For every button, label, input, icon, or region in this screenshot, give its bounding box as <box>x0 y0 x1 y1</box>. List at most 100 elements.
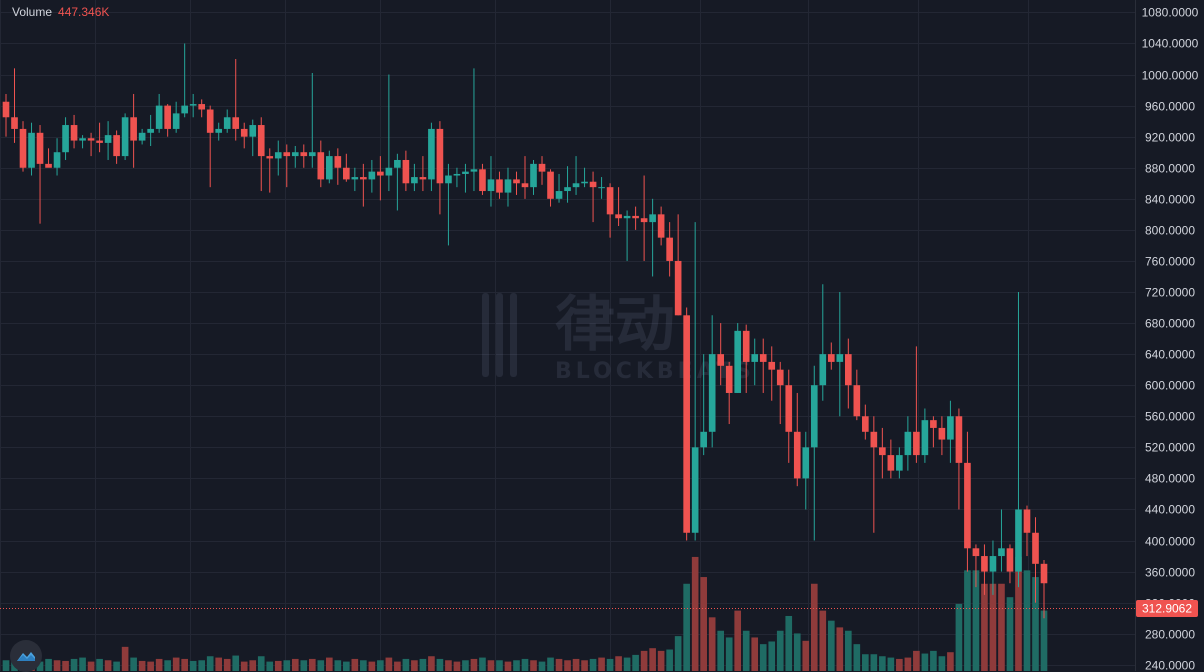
price-tick-label: 480.0000 <box>1145 472 1195 486</box>
blockbeats-watermark: 律动 BLOCKBEATS <box>482 290 751 384</box>
candle-body <box>632 215 639 219</box>
volume-bar <box>785 615 793 671</box>
candle-body <box>955 416 963 463</box>
candle-body <box>385 167 393 176</box>
volume-bar <box>683 583 690 671</box>
watermark-bar-1 <box>482 293 489 377</box>
volume-bar <box>776 630 784 671</box>
candle-body <box>147 128 154 133</box>
volume-bar <box>572 658 580 671</box>
candle-body <box>257 125 265 157</box>
volume-bar <box>121 646 129 671</box>
candle-body <box>487 179 495 192</box>
candle-body <box>555 191 563 199</box>
candle-body <box>121 117 129 157</box>
price-axis-border <box>1135 0 1136 671</box>
candle-body <box>964 462 971 549</box>
candle-body <box>317 152 325 180</box>
volume-bar <box>538 661 546 671</box>
volume-bar <box>189 660 197 671</box>
price-tick-label: 640.0000 <box>1145 348 1195 362</box>
volume-bar <box>462 660 469 671</box>
price-tick-label: 1080.0000 <box>1142 6 1199 20</box>
volume-bar <box>589 658 597 671</box>
candle-body <box>428 128 435 180</box>
candle-body <box>351 177 359 180</box>
candle-body <box>538 163 546 172</box>
volume-bar <box>921 653 929 671</box>
volume-bar <box>113 661 120 671</box>
volume-bar <box>104 660 112 671</box>
volume-bar <box>657 650 665 671</box>
volume-bar <box>79 657 86 671</box>
price-tick-label: 1040.0000 <box>1142 37 1199 51</box>
candle-body <box>615 214 622 219</box>
candle-body <box>1032 532 1039 564</box>
candle-body <box>657 214 665 238</box>
candle-body <box>2 101 10 118</box>
volume-bar <box>138 660 146 671</box>
volume-bar <box>377 660 384 671</box>
volume-bar <box>691 556 699 671</box>
candle-body <box>181 105 188 114</box>
volume-bar <box>453 661 461 671</box>
candle-body <box>938 427 946 440</box>
candle-body <box>113 135 120 157</box>
tradingview-logo-icon[interactable] <box>10 640 42 672</box>
volume-bar <box>130 657 137 671</box>
candle-body <box>419 177 427 180</box>
volume-bar <box>62 660 69 671</box>
volume-bar <box>768 641 776 671</box>
candle-body <box>189 104 197 106</box>
candle-body <box>708 354 716 432</box>
volume-bar <box>802 640 810 671</box>
last-price-tag: 312.9062 <box>1136 600 1198 617</box>
price-axis[interactable]: 1080.0000 1040.0000 1000.0000 960.0000 920.0… <box>1142 6 1199 672</box>
volume-bar <box>819 610 827 671</box>
price-tick-label: 920.0000 <box>1145 131 1195 145</box>
volume-bar <box>734 610 742 671</box>
volume-bar <box>1040 610 1048 671</box>
volume-bar <box>147 661 154 671</box>
volume-bar <box>666 649 673 671</box>
candle-body <box>45 163 52 168</box>
volume-bar <box>896 658 903 671</box>
volume-bar <box>853 644 861 671</box>
candle-body <box>291 152 299 157</box>
last-price-tag-bg <box>1136 600 1198 617</box>
candle-body <box>308 152 316 157</box>
candle-body <box>674 260 682 316</box>
volume-bar <box>351 658 359 671</box>
volume-bar <box>623 657 631 671</box>
candle-body <box>462 171 469 174</box>
volume-bar <box>181 658 188 671</box>
candle-body <box>589 181 597 188</box>
volume-bar <box>564 660 571 671</box>
grid-lines <box>0 0 1135 671</box>
volume-bar <box>700 577 707 671</box>
volume-bar <box>581 660 588 671</box>
volume-bar <box>530 660 537 671</box>
volume-bar <box>274 660 282 671</box>
volume-bar <box>981 583 988 671</box>
candle-body <box>300 152 308 157</box>
candle-body <box>751 354 759 362</box>
volume-bar <box>1023 570 1031 671</box>
volume-bar <box>291 658 299 671</box>
candle-body <box>436 128 444 184</box>
candle-body <box>725 365 733 393</box>
candle-body <box>223 117 231 129</box>
volume-bar <box>1032 577 1039 671</box>
candle-body <box>666 237 673 261</box>
volume-bar <box>606 658 614 671</box>
volume-bar <box>496 660 503 671</box>
candle-body <box>640 218 648 223</box>
volume-bar <box>317 660 325 671</box>
candle-body <box>198 104 206 110</box>
volume-bar <box>870 654 878 671</box>
candle-body <box>1040 563 1048 584</box>
candle-body <box>36 132 44 164</box>
volume-bar <box>938 656 946 671</box>
candle-body <box>921 420 929 456</box>
